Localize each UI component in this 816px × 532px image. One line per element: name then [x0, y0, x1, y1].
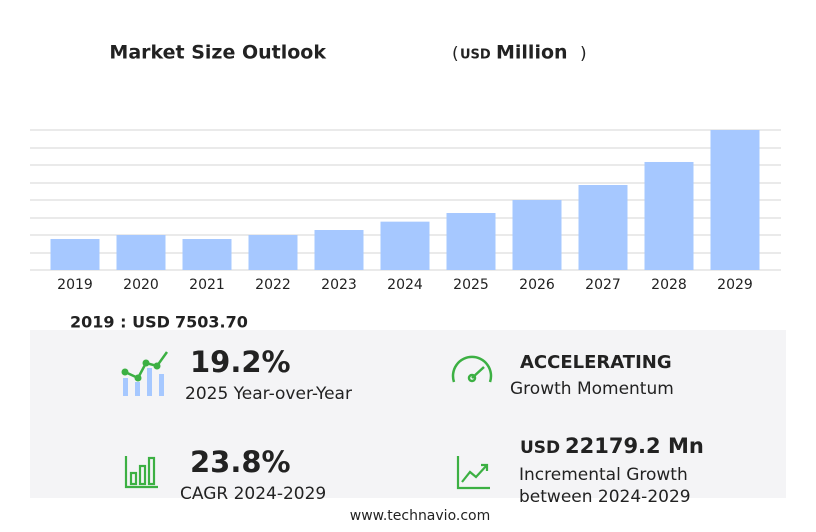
bar	[50, 238, 100, 270]
cagr-label: CAGR 2024-2029	[180, 484, 326, 504]
gauge-icon	[451, 355, 493, 383]
x-tick-label: 2025	[453, 277, 489, 293]
yoy-label: 2025 Year-over-Year	[185, 384, 352, 404]
bar	[116, 235, 166, 270]
chart-title: Market Size Outlook	[109, 42, 326, 64]
momentum-label: Growth Momentum	[510, 379, 674, 399]
momentum-value: ACCELERATING	[520, 352, 672, 373]
x-tick-label: 2021	[189, 277, 225, 293]
incremental-currency: USD	[520, 438, 560, 458]
bar	[512, 200, 562, 270]
unit-currency: USD	[460, 48, 491, 63]
yoy-icon	[121, 351, 169, 396]
yoy-value: 19.2%	[190, 345, 291, 379]
cagr-value: 23.8%	[190, 445, 291, 479]
x-tick-label: 2024	[387, 277, 423, 293]
bar	[182, 239, 232, 270]
x-tick-label: 2019	[57, 277, 93, 293]
unit-label: Million	[496, 42, 568, 64]
x-tick-label: 2028	[651, 277, 687, 293]
summary-panel	[30, 330, 786, 498]
bar	[578, 185, 628, 270]
base-label: 2019 : USD	[70, 313, 170, 332]
bar	[644, 161, 694, 270]
x-tick-label: 2023	[321, 277, 357, 293]
base-value: 7503.70	[175, 313, 248, 332]
x-tick-label: 2020	[123, 277, 159, 293]
bar	[380, 221, 430, 270]
bar	[314, 230, 364, 270]
incremental-value: 22179.2 Mn	[565, 434, 704, 458]
cagr-icon	[124, 456, 158, 489]
footer: www.technavio.com	[350, 508, 491, 524]
incremental-period: between 2024-2029	[519, 487, 691, 507]
bar	[248, 235, 298, 270]
incremental-label: Incremental Growth	[519, 465, 688, 485]
x-tick-label: 2027	[585, 277, 621, 293]
growth-icon	[456, 456, 490, 490]
x-tick-label: 2022	[255, 277, 291, 293]
x-tick-label: 2026	[519, 277, 555, 293]
unit-open: (	[452, 44, 459, 64]
bar	[710, 130, 760, 270]
bar	[446, 213, 496, 270]
x-tick-label: 2029	[717, 277, 753, 293]
unit-close: )	[580, 44, 587, 64]
